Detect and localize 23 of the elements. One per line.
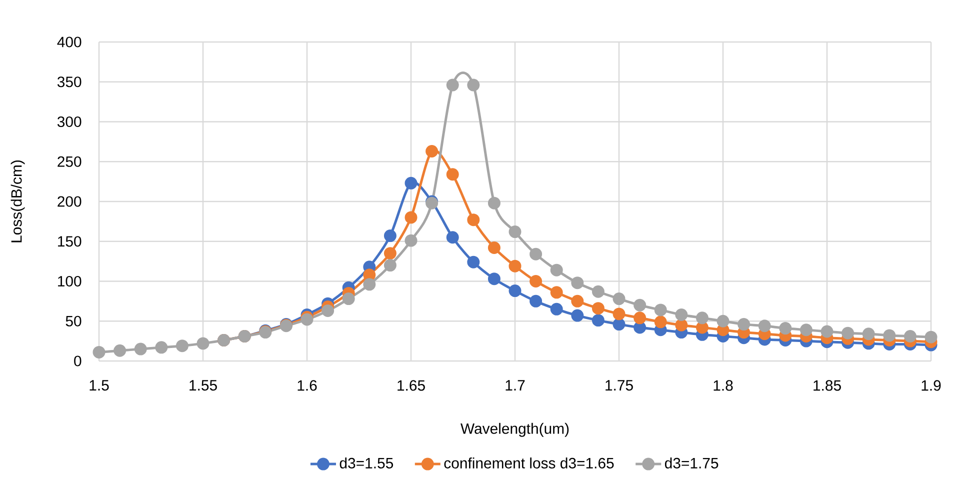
y-tick-label: 350 <box>57 76 82 88</box>
x-tick-label: 1.75 <box>606 380 633 391</box>
y-tick-label: 100 <box>58 276 82 287</box>
x-tick-label: 1.5 <box>90 380 109 391</box>
legend-label: d3=1.75 <box>664 457 718 468</box>
y-tick-label: 200 <box>58 196 82 207</box>
x-tick-label: 1.8 <box>714 380 733 391</box>
x-tick-label: 1.55 <box>190 380 217 391</box>
x-tick-label: 1.9 <box>922 380 941 391</box>
y-tick-label: 150 <box>58 236 82 247</box>
y-tick-label: 0 <box>74 356 82 366</box>
x-tick-label: 1.7 <box>506 380 525 390</box>
legend-label: d3=1.55 <box>340 457 394 468</box>
y-tick-label: 250 <box>58 156 82 167</box>
y-tick-label: 400 <box>57 36 82 48</box>
x-axis-title: Wavelength(um) <box>460 422 569 437</box>
x-tick-label: 1.65 <box>398 380 425 391</box>
y-axis-title: Loss(dB/cm) <box>10 160 25 242</box>
x-tick-label: 1.85 <box>814 380 841 391</box>
y-tick-label: 50 <box>66 316 82 326</box>
x-tick-label: 1.6 <box>298 380 317 391</box>
y-tick-label: 300 <box>57 116 82 128</box>
legend-label: confinement loss d3=1.65 <box>444 457 614 468</box>
